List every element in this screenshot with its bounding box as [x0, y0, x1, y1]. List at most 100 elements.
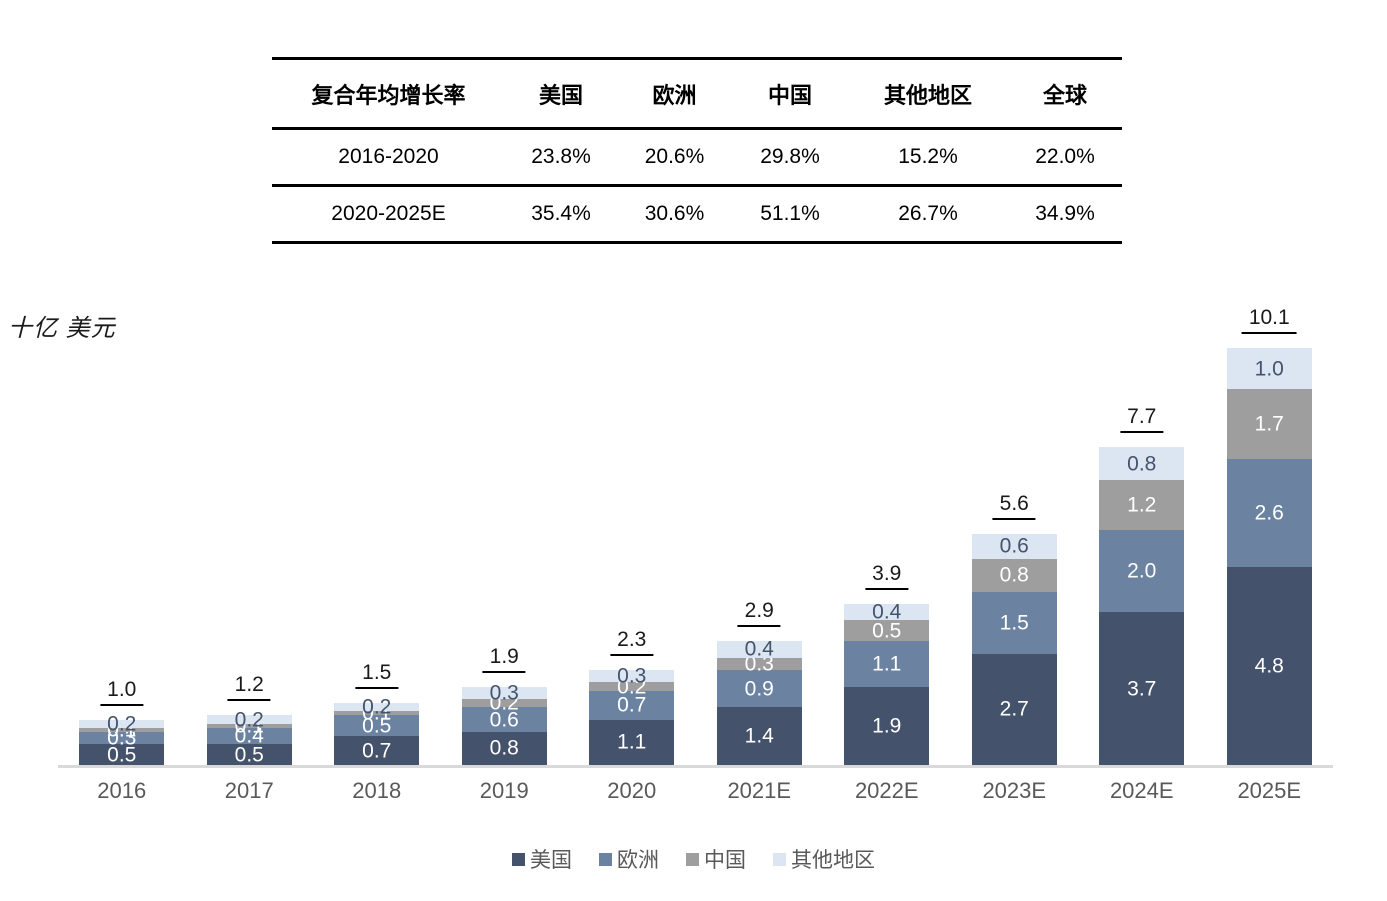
stacked-bar: 0.5 0.3 0.1 0.2	[79, 713, 165, 767]
segment-value-label: 0.7	[362, 739, 392, 763]
segment-value-label: 0.4	[744, 637, 774, 661]
table-header-row: 复合年均增长率 美国 欧洲 中国 其他地区 全球	[272, 57, 1122, 130]
segment-value-label: 1.2	[1127, 493, 1157, 517]
x-axis-label: 2024E	[1109, 778, 1174, 803]
table-cell: 15.2%	[848, 128, 1008, 187]
table-header-cell: 其他地区	[848, 57, 1008, 130]
bar-total-label: 5.6	[992, 492, 1036, 520]
segment-value-label: 1.7	[1254, 412, 1284, 436]
bar-segment-美国: 1.9	[844, 686, 930, 765]
segment-value-label: 0.2	[107, 712, 137, 736]
segment-value-label: 0.8	[999, 563, 1029, 587]
bar-segment-其他地区: 0.2	[79, 713, 165, 734]
bar-column: 1.5 0.7 0.5 0.1 0.2	[313, 280, 441, 765]
x-axis-label: 2016	[97, 778, 147, 803]
table-cell: 20.6%	[617, 128, 732, 187]
segment-value-label: 1.1	[872, 652, 902, 676]
table-header-cell: 复合年均增长率	[272, 57, 505, 130]
y-axis-unit-label: 十亿 美元	[8, 315, 116, 342]
stacked-bar: 3.7 2.0 1.2 0.8	[1099, 447, 1185, 765]
bar-segment-其他地区: 0.6	[971, 533, 1057, 559]
bar-segment-中国: 0.8	[971, 558, 1057, 592]
bar-column: 1.0 0.5 0.3 0.1 0.2	[58, 280, 186, 765]
bar-segment-欧洲: 0.7	[589, 690, 675, 720]
bar-segment-美国: 2.7	[971, 653, 1057, 765]
bar-segment-美国: 0.5	[206, 744, 292, 765]
bar-total-label: 2.9	[737, 599, 781, 628]
bar-column: 3.9 1.9 1.1 0.5 0.4	[823, 280, 951, 765]
legend-item-label: 中国	[704, 849, 746, 872]
segment-value-label: 3.7	[1127, 677, 1157, 701]
bar-column: 2.3 1.1 0.7 0.2 0.3	[568, 280, 696, 765]
bar-total-label: 1.0	[100, 678, 144, 706]
bar-segment-美国: 0.5	[79, 743, 165, 767]
x-axis-labels: 2016 2017 2018 2019 2020 2021E 2022E 2023E 2024E…	[58, 778, 1333, 804]
x-axis-label: 2019	[479, 778, 529, 803]
bar-column: 2.9 1.4 0.9 0.3 0.4	[696, 280, 824, 765]
segment-value-label: 1.4	[744, 724, 774, 748]
bar-segment-美国: 0.7	[334, 736, 420, 765]
table-row: 2020-2025E 35.4% 30.6% 51.1% 26.7% 34.9%	[272, 185, 1122, 244]
table-cell: 35.4%	[505, 185, 617, 244]
bar-column: 5.6 2.7 1.5 0.8 0.6	[951, 280, 1079, 765]
bar-segment-中国: 0.5	[844, 619, 930, 643]
bar-segment-中国: 1.2	[1099, 480, 1185, 530]
bar-segment-其他地区: 0.4	[716, 637, 802, 661]
segment-value-label: 0.6	[999, 534, 1029, 558]
segment-value-label: 0.8	[489, 736, 519, 760]
segment-value-label: 0.4	[234, 724, 264, 748]
segment-value-label: 1.0	[1254, 357, 1284, 381]
legend-marker-icon	[686, 852, 699, 866]
table-cell: 29.8%	[732, 128, 848, 187]
segment-value-label: 0.2	[234, 708, 264, 732]
bar-segment-其他地区: 1.0	[1226, 347, 1312, 390]
segment-value-label: 0.3	[744, 652, 774, 676]
bar-segment-中国: 0.3	[716, 653, 802, 674]
bar-segment-其他地区: 0.2	[206, 709, 292, 730]
legend-marker-icon	[773, 852, 786, 866]
stacked-bar: 1.1 0.7 0.2 0.3	[589, 666, 675, 765]
segment-value-label: 2.7	[999, 697, 1029, 721]
legend-item-其他地区: 其他地区	[773, 844, 875, 874]
table-cell: 23.8%	[505, 128, 617, 187]
bar-total-label: 1.5	[355, 661, 399, 690]
bar-segment-其他地区: 0.3	[589, 666, 675, 687]
segment-value-label: 0.3	[107, 726, 137, 750]
stacked-bar: 1.4 0.9 0.3 0.4	[716, 637, 802, 765]
x-axis-label: 2020	[607, 778, 657, 803]
legend-item-label: 其他地区	[791, 849, 875, 872]
segment-value-label: 0.4	[872, 600, 902, 624]
x-axis-line	[58, 765, 1333, 768]
stacked-bar: 1.9 1.1 0.5 0.4	[844, 600, 930, 765]
bar-segment-欧洲: 1.1	[844, 641, 930, 687]
table-cell: 34.9%	[1008, 185, 1122, 244]
segment-value-label: 0.5	[107, 743, 137, 767]
bar-segment-欧洲: 1.5	[971, 591, 1057, 654]
bar-column: 10.1 4.8 2.6 1.7 1.0	[1206, 280, 1334, 765]
table-header-cell: 欧洲	[617, 57, 732, 130]
bar-segment-欧洲: 0.4	[206, 724, 292, 748]
bar-column: 1.2 0.5 0.4 0.1 0.2	[186, 280, 314, 765]
stacked-bar: 0.7 0.5 0.1 0.2	[334, 697, 420, 765]
legend-item-中国: 中国	[686, 844, 746, 874]
x-axis-label: 2017	[224, 778, 274, 803]
legend-item-美国: 美国	[512, 844, 572, 874]
segment-value-label: 0.8	[1127, 452, 1157, 476]
bar-segment-其他地区: 0.3	[461, 682, 547, 703]
bar-column: 1.9 0.8 0.6 0.2 0.3	[441, 280, 569, 765]
segment-value-label: 0.5	[872, 619, 902, 643]
segment-value-label: 4.8	[1254, 654, 1284, 678]
bar-segment-其他地区: 0.8	[1099, 447, 1185, 481]
segment-value-label: 2.0	[1127, 559, 1157, 583]
bars-area: 1.0 0.5 0.3 0.1 0.2 1.2 0.5 0.4 0.1 0.2 1.5 0.7 0.5 0…	[58, 280, 1333, 765]
bar-segment-美国: 0.8	[461, 731, 547, 765]
segment-value-label: 0.6	[489, 708, 519, 732]
bar-segment-欧洲: 0.5	[334, 715, 420, 736]
segment-value-label: 0.9	[744, 677, 774, 701]
legend-item-欧洲: 欧洲	[599, 844, 659, 874]
bar-segment-美国: 1.4	[716, 707, 802, 765]
chart-legend: 美国 欧洲 中国 其他地区	[0, 844, 1387, 874]
bar-total-label: 7.7	[1120, 405, 1164, 433]
stacked-bar-chart: 1.0 0.5 0.3 0.1 0.2 1.2 0.5 0.4 0.1 0.2 1.5 0.7 0.5 0…	[58, 280, 1333, 825]
table-cell: 30.6%	[617, 185, 732, 244]
